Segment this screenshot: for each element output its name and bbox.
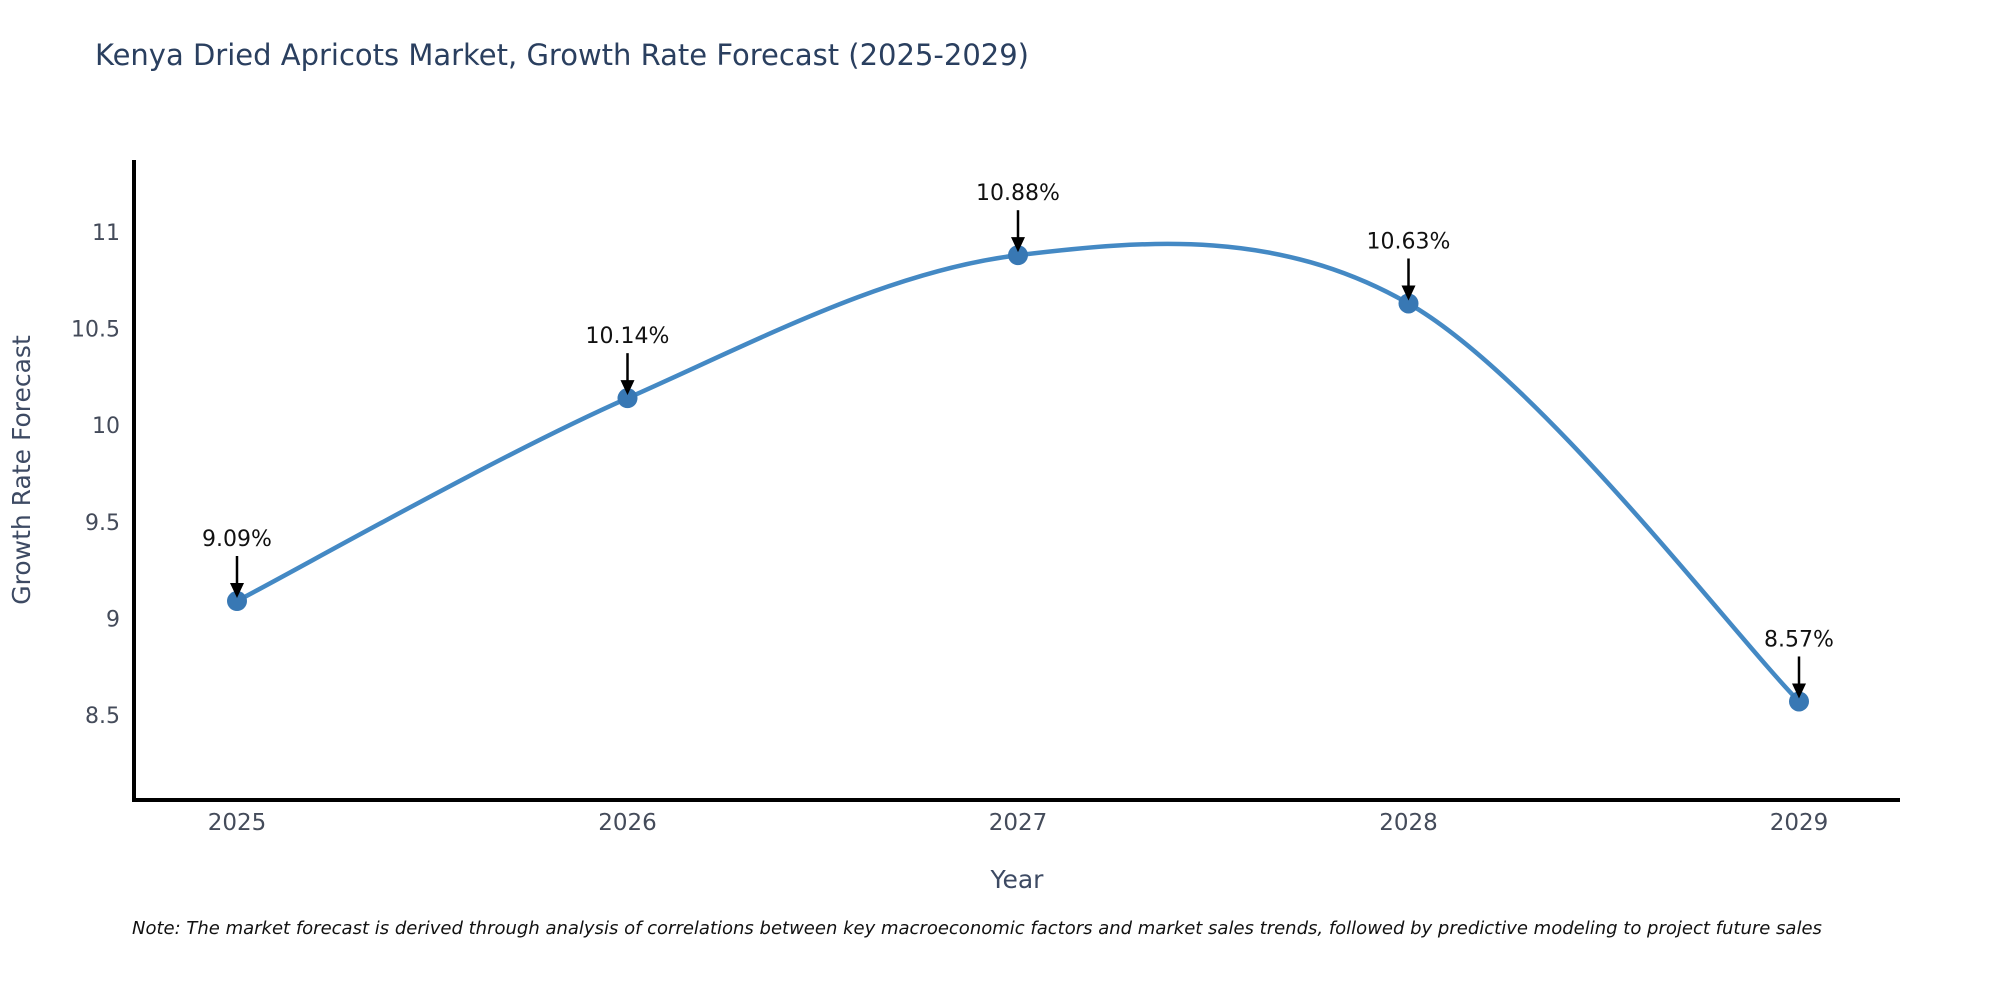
y-tick-label: 8.5	[85, 704, 120, 729]
annotation-label: 8.57%	[1764, 627, 1834, 652]
y-tick-label: 11	[92, 221, 120, 246]
chart-title: Kenya Dried Apricots Market, Growth Rate…	[95, 38, 1029, 72]
data-point-marker	[1008, 245, 1028, 266]
data-point-marker	[1789, 691, 1809, 712]
annotation-label: 10.63%	[1367, 229, 1451, 254]
x-tick-label: 2026	[598, 810, 657, 836]
annotation-label: 10.14%	[586, 324, 670, 349]
y-tick-label: 10.5	[71, 318, 120, 343]
data-point-markers	[227, 245, 1809, 712]
annotation-arrowhead-icon	[1011, 237, 1025, 253]
y-axis-ticks: 8.5 9 9.5 10 10.5 11	[71, 221, 120, 729]
x-tick-label: 2027	[989, 810, 1048, 836]
annotation-label: 9.09%	[202, 527, 272, 552]
data-point-marker	[1398, 293, 1419, 314]
data-point-marker	[227, 591, 247, 612]
annotation-arrowhead-icon	[230, 583, 244, 599]
y-tick-label: 10	[92, 414, 120, 439]
y-tick-label: 9	[106, 607, 120, 632]
annotation-arrowhead-icon	[620, 380, 635, 396]
annotation-arrowhead-icon	[1792, 683, 1806, 699]
footnote: Note: The market forecast is derived thr…	[132, 918, 1822, 939]
x-axis-title: Year	[990, 865, 1045, 894]
x-axis-ticks: 2025 2026 2027 2028 2029	[208, 810, 1829, 836]
x-tick-label: 2028	[1379, 810, 1438, 836]
x-tick-label: 2029	[1770, 810, 1829, 836]
series-line	[234, 241, 1802, 704]
y-axis-title: Growth Rate Forecast	[7, 335, 36, 605]
annotation-label: 10.88%	[976, 181, 1060, 206]
x-tick-label: 2025	[208, 810, 267, 836]
y-tick-label: 9.5	[85, 511, 120, 536]
data-point-annotations: 9.09% 10.14% 10.88% 10.63% 8.57%	[202, 181, 1834, 699]
data-point-marker	[617, 388, 638, 409]
annotation-arrowhead-icon	[1401, 285, 1416, 301]
